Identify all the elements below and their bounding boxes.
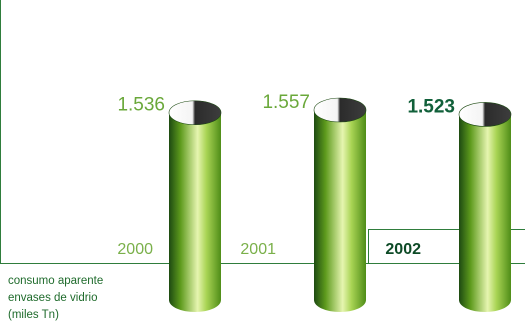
value-label-2000: 1.536 bbox=[117, 95, 165, 116]
year-label-2002: 2002 bbox=[385, 241, 421, 258]
bar-2002 bbox=[459, 114, 511, 312]
caption-line-1: consumo aparente bbox=[8, 275, 104, 287]
year-label-2000: 2000 bbox=[117, 241, 153, 258]
caption-line-3: (miles Tn) bbox=[8, 309, 59, 321]
value-label-2001: 1.557 bbox=[262, 92, 310, 113]
bar-2000 bbox=[169, 112, 221, 312]
year-label-2001: 2001 bbox=[240, 241, 276, 258]
bar-top-2001 bbox=[313, 97, 367, 123]
value-label-2002: 1.523 bbox=[407, 96, 455, 117]
bar-top-2000 bbox=[168, 100, 222, 126]
chart-caption: consumo aparente envases de vidrio (mile… bbox=[8, 273, 178, 324]
bar-2001 bbox=[314, 110, 366, 312]
bar-top-2002 bbox=[458, 102, 512, 127]
caption-line-2: envases de vidrio bbox=[8, 292, 98, 304]
